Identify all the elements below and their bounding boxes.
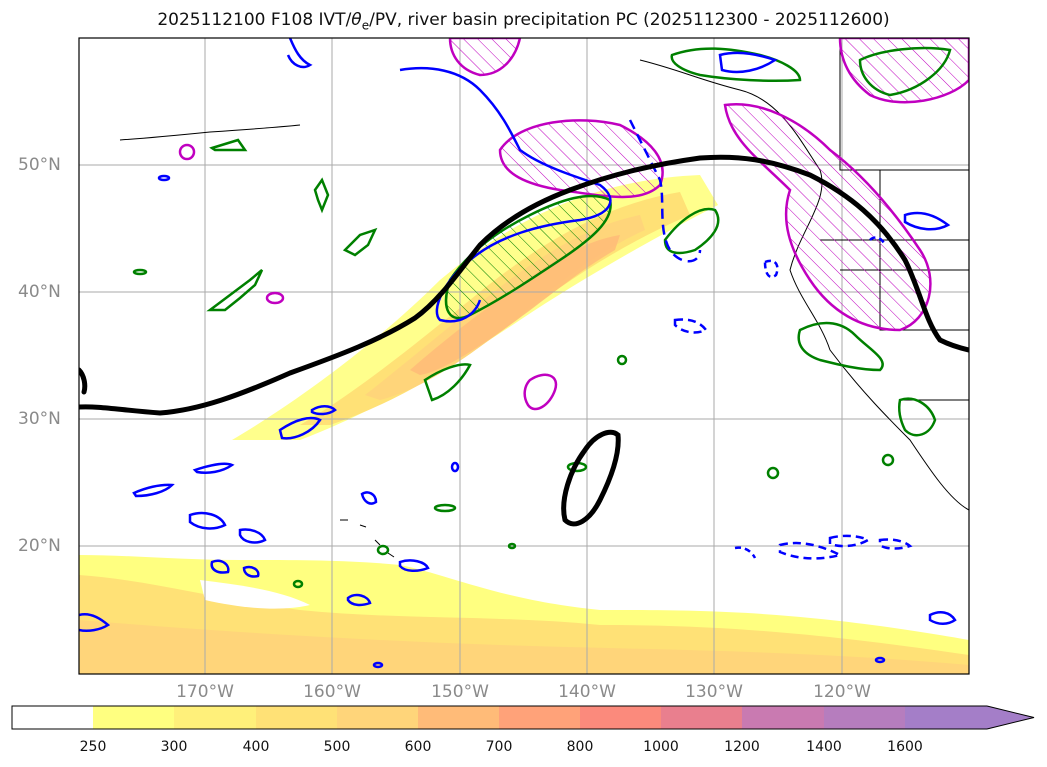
colorbar-bin bbox=[580, 706, 661, 729]
colorbar bbox=[11, 705, 1035, 730]
lat-label-40n: 40°N bbox=[18, 282, 61, 302]
colorbar-tick: 500 bbox=[323, 739, 351, 755]
colorbar-tick: 1600 bbox=[887, 739, 923, 755]
colorbar-bin bbox=[824, 706, 905, 729]
colorbar-tick: 300 bbox=[160, 739, 188, 755]
lon-label-170w: 170°W bbox=[176, 682, 234, 702]
colorbar-tick: 400 bbox=[242, 739, 270, 755]
lat-label-20n: 20°N bbox=[18, 536, 61, 556]
lat-label-50n: 50°N bbox=[18, 155, 61, 175]
colorbar-tick: 700 bbox=[485, 739, 513, 755]
colorbar-bin bbox=[93, 706, 174, 729]
colorbar-bin bbox=[499, 706, 580, 729]
colorbar-tick: 1400 bbox=[806, 739, 842, 755]
lon-label-160w: 160°W bbox=[303, 682, 361, 702]
colorbar-extend-arrow bbox=[987, 706, 1034, 729]
colorbar-bin bbox=[12, 706, 93, 729]
colorbar-bin bbox=[256, 706, 337, 729]
colorbar-bin bbox=[418, 706, 499, 729]
lon-label-140w: 140°W bbox=[558, 682, 616, 702]
colorbar-bin bbox=[174, 706, 256, 729]
pv-blue-contours bbox=[79, 38, 957, 669]
colorbar-tick: 1000 bbox=[643, 739, 679, 755]
theta-e-contour bbox=[79, 154, 969, 527]
lon-label-120w: 120°W bbox=[813, 682, 871, 702]
colorbar-tick: 600 bbox=[404, 739, 432, 755]
colorbar-tick: 1200 bbox=[724, 739, 760, 755]
colorbar-bin bbox=[337, 706, 418, 729]
lat-label-30n: 30°N bbox=[18, 409, 61, 429]
colorbar-tick: 250 bbox=[79, 739, 107, 755]
colorbar-bin bbox=[905, 706, 987, 729]
map-frame bbox=[78, 37, 970, 675]
figure-title: 2025112100 F108 IVT/θe/PV, river basin p… bbox=[157, 10, 890, 33]
colorbar-bin bbox=[742, 706, 824, 729]
colorbar-tick: 800 bbox=[566, 739, 594, 755]
lon-label-130w: 130°W bbox=[685, 682, 743, 702]
colorbar-bin bbox=[661, 706, 742, 729]
lon-label-150w: 150°W bbox=[431, 682, 489, 702]
